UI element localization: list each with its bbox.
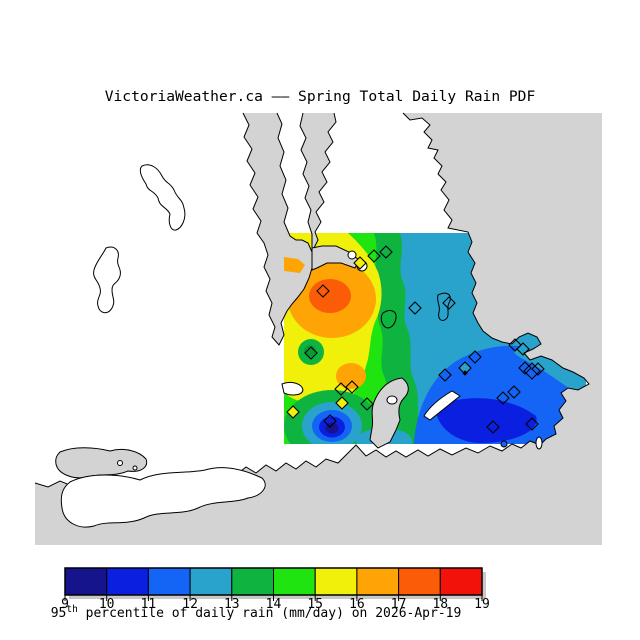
page-title: VictoriaWeather.ca —— Spring Total Daily… bbox=[105, 88, 536, 105]
colorbar-ticks bbox=[64, 595, 483, 601]
colorbar-tick-label: 19 bbox=[474, 597, 490, 612]
lake-shawnigan-outline bbox=[139, 164, 186, 231]
field-small-green-core bbox=[304, 345, 316, 357]
colorbar-tick-label: 13 bbox=[224, 597, 240, 612]
station-marker bbox=[345, 380, 359, 394]
elk-lake-outline bbox=[380, 310, 397, 329]
colorbar-cell bbox=[189, 567, 233, 596]
colorbar-cell bbox=[64, 567, 108, 596]
colorbar-tick-labels: 9 10 11 12 13 14 15 16 17 18 19 bbox=[61, 597, 490, 612]
colorbar-tick-label: 16 bbox=[349, 597, 365, 612]
gorge-inlet bbox=[423, 390, 461, 421]
inlet-coastline-east bbox=[299, 112, 337, 253]
colorbar-cell bbox=[356, 567, 400, 596]
east-sooke-peninsula bbox=[60, 467, 266, 528]
station-marker bbox=[508, 338, 522, 352]
station-marker bbox=[286, 405, 300, 419]
colorbar-cell bbox=[106, 567, 149, 596]
inlet-coastline-west bbox=[242, 112, 313, 346]
colorbar-cell bbox=[439, 567, 483, 596]
station-marker bbox=[379, 245, 393, 259]
colorbar-tick-label: 17 bbox=[391, 597, 407, 612]
colorbar-tick-label: 18 bbox=[432, 597, 448, 612]
basin-islet bbox=[132, 465, 138, 471]
basin-islet bbox=[117, 460, 123, 466]
field-inlet-shore-sliver bbox=[284, 257, 305, 273]
station-marker bbox=[462, 370, 468, 376]
small-blue-island bbox=[500, 440, 508, 448]
colorbar: 9 10 11 12 13 14 15 16 17 18 19 95th percentile of… bbox=[51, 567, 490, 621]
station-marker bbox=[507, 385, 521, 399]
colorbar-tick-label: 10 bbox=[99, 597, 115, 612]
trial-island bbox=[535, 436, 543, 450]
saanich-inlet-west bbox=[243, 113, 312, 345]
colorbar-cell bbox=[314, 567, 358, 596]
brentwood-islet bbox=[347, 250, 357, 260]
field-small-orange-blob bbox=[336, 363, 366, 389]
sooke-basin bbox=[55, 447, 148, 479]
colorbar-cell bbox=[231, 567, 275, 596]
colorbar-cell bbox=[398, 567, 441, 596]
map-canvas bbox=[34, 112, 602, 545]
station-marker bbox=[304, 346, 318, 360]
station-marker bbox=[438, 368, 452, 382]
station-marker bbox=[335, 396, 349, 410]
station-marker bbox=[523, 362, 541, 380]
station-markers bbox=[286, 245, 545, 434]
colorbar-tick-label: 15 bbox=[307, 597, 323, 612]
station-marker bbox=[316, 284, 330, 298]
lake-sooke-outline bbox=[93, 246, 121, 314]
station-marker bbox=[525, 417, 539, 431]
station-marker bbox=[496, 391, 510, 405]
station-marker bbox=[367, 249, 381, 263]
station-marker bbox=[468, 350, 482, 364]
station-marker bbox=[516, 342, 530, 356]
colorbar-cells bbox=[64, 567, 483, 596]
station-marker bbox=[323, 414, 337, 428]
colorbar-tick-label: 12 bbox=[182, 597, 198, 612]
caption-text: percentile of daily rain (mm/day) on 202… bbox=[78, 606, 462, 621]
colorbar-cell bbox=[147, 567, 191, 596]
station-marker bbox=[442, 296, 456, 310]
station-marker bbox=[334, 382, 348, 396]
colorbar-tick-label: 14 bbox=[266, 597, 282, 612]
colorbar-tick-label: 9 bbox=[61, 597, 69, 612]
caption-number: 95 bbox=[51, 606, 67, 621]
station-marker bbox=[486, 420, 500, 434]
ocean-water bbox=[35, 113, 602, 545]
james-island-outline bbox=[437, 292, 451, 321]
inlet-head-flat bbox=[281, 381, 304, 396]
field-max-core bbox=[309, 279, 351, 313]
station-marker bbox=[360, 397, 374, 411]
station-marker bbox=[353, 256, 367, 270]
colorbar-caption: 95th percentile of daily rain (mm/day) o… bbox=[51, 604, 462, 621]
station-marker bbox=[531, 362, 545, 376]
field-se-darkblue-blob bbox=[436, 398, 537, 444]
esquimalt-harbour bbox=[369, 377, 409, 449]
saanich-inlet-east bbox=[300, 113, 336, 252]
colorbar-cell bbox=[273, 567, 316, 596]
colorbar-tick-label: 11 bbox=[141, 597, 157, 612]
harbour-islet bbox=[386, 395, 398, 405]
caption-superscript: th bbox=[66, 604, 77, 615]
station-marker bbox=[408, 301, 422, 315]
